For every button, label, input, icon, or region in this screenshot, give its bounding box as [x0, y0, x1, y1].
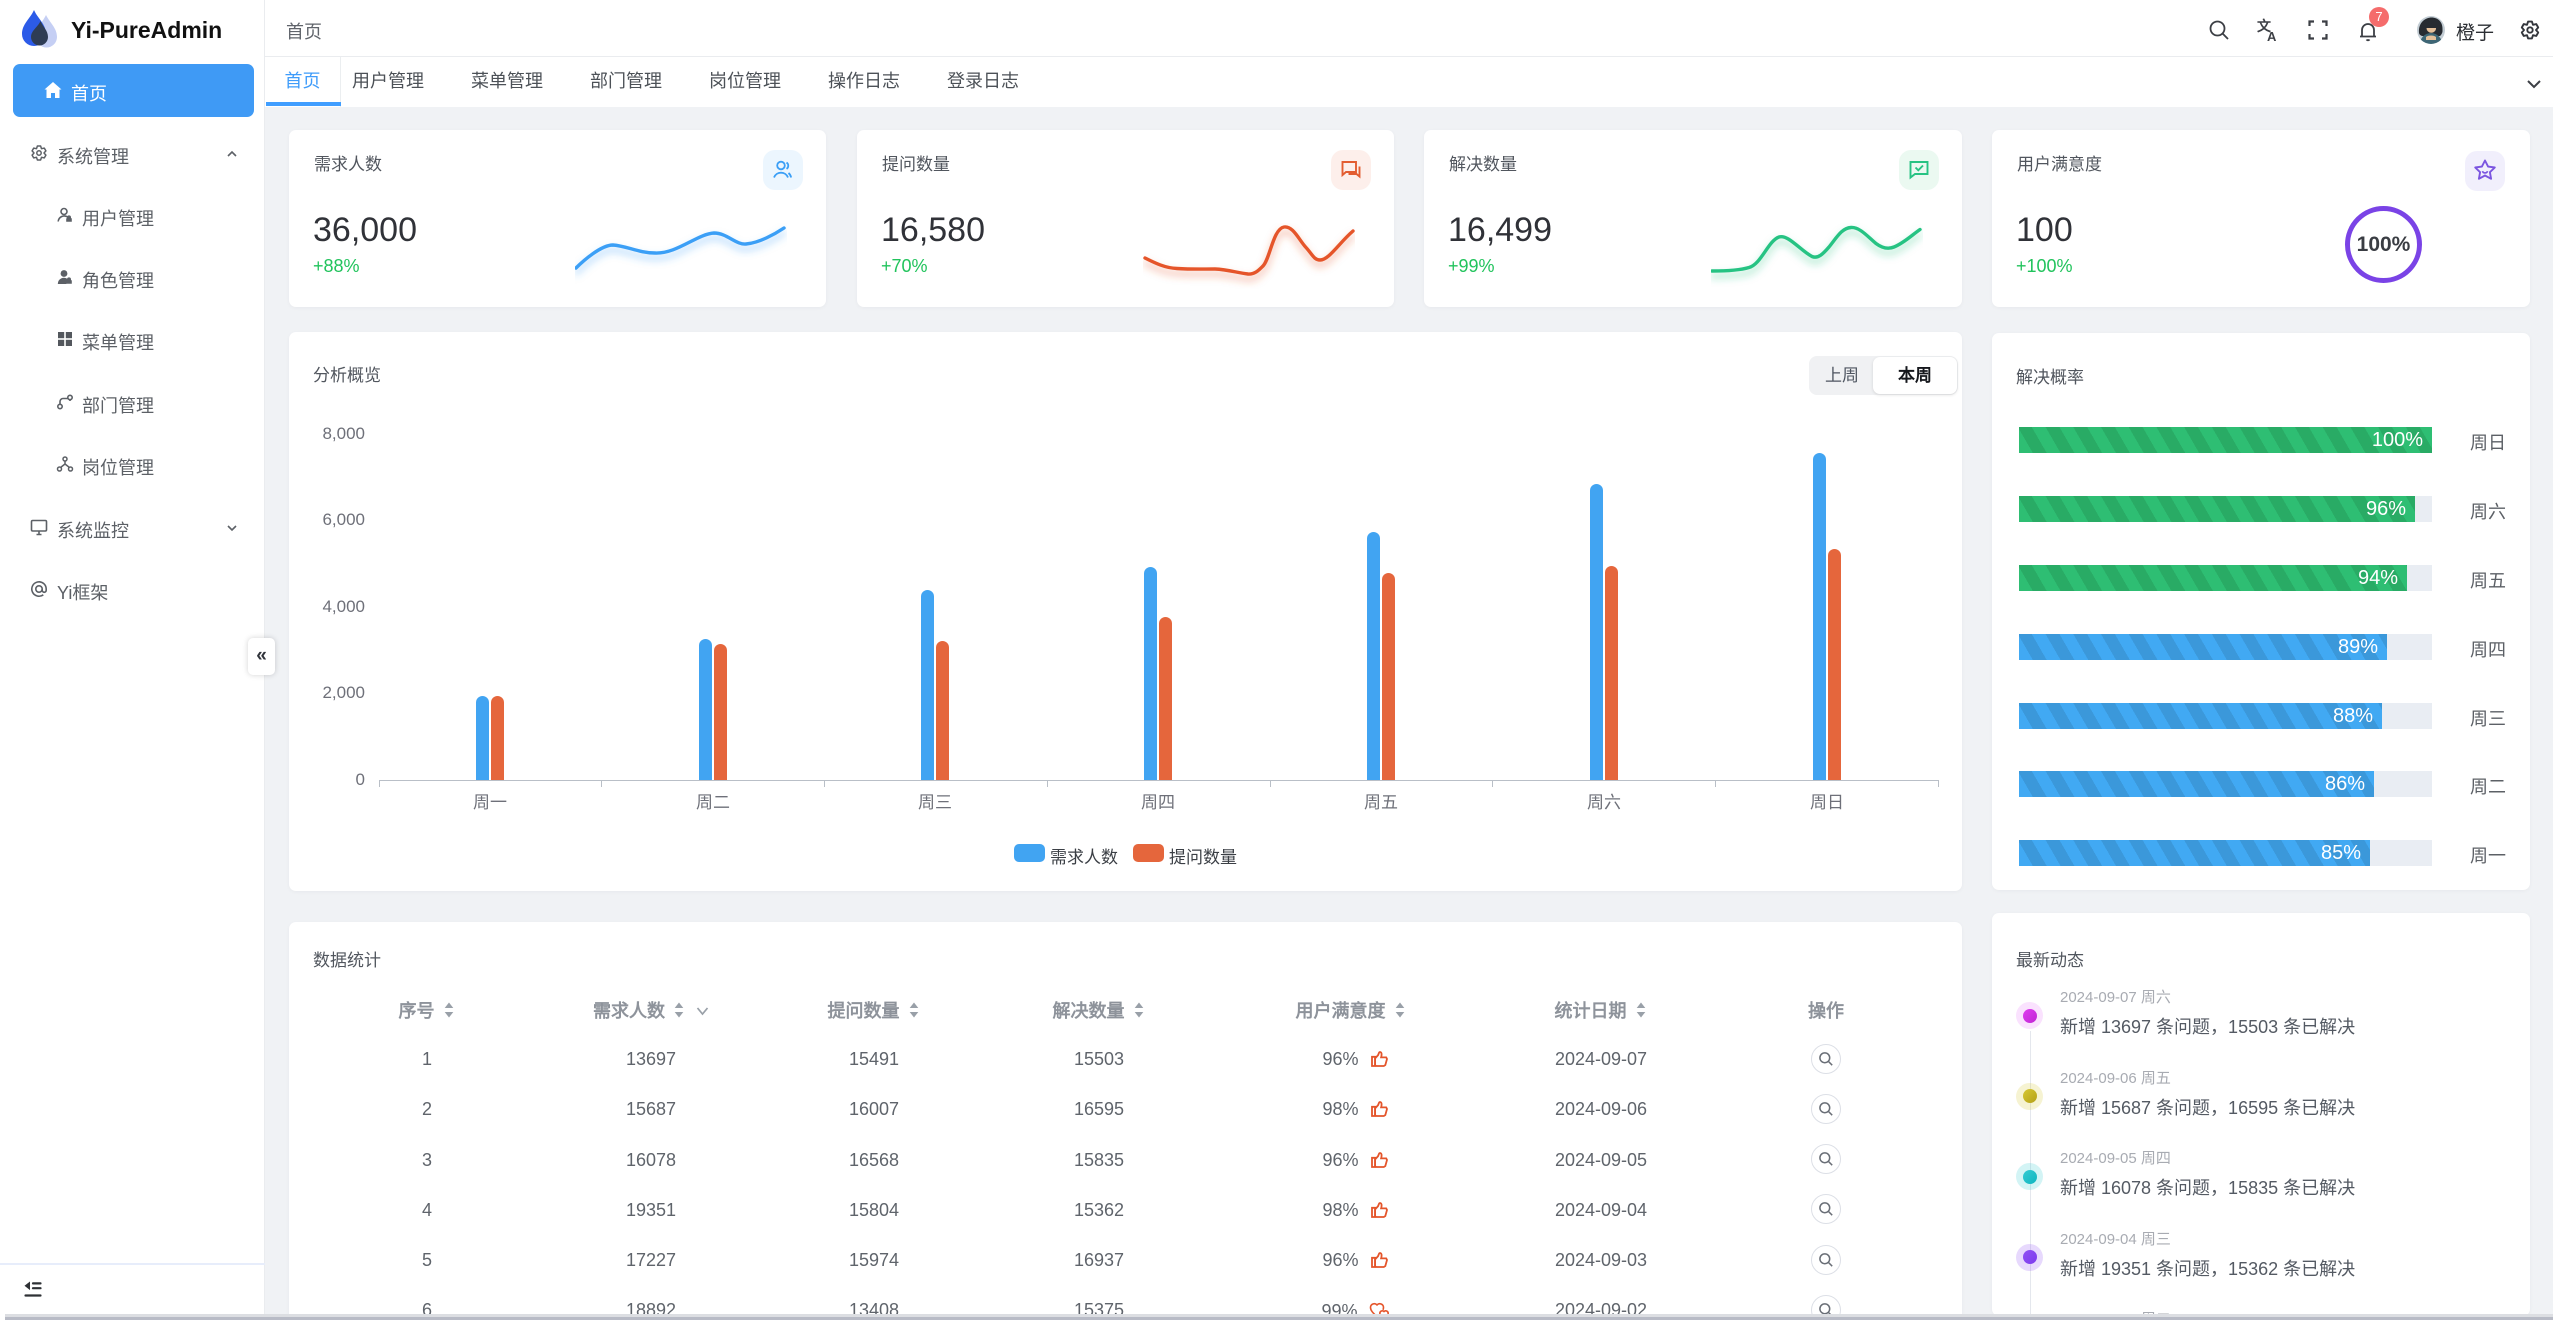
svg-text:文: 文 — [2257, 18, 2272, 34]
svg-text:A: A — [2267, 29, 2277, 42]
